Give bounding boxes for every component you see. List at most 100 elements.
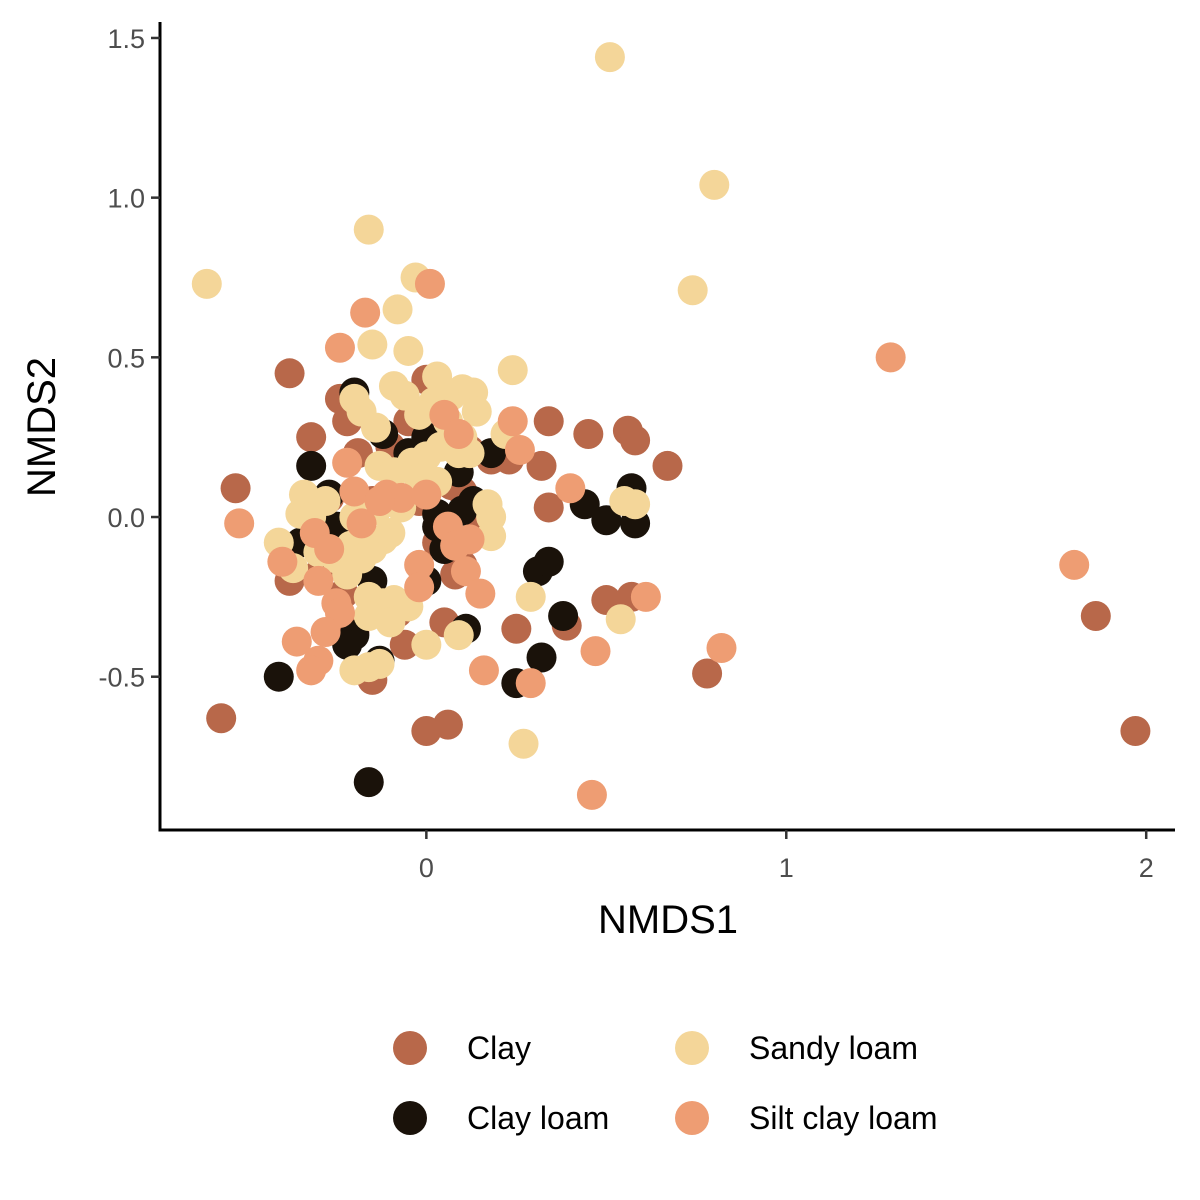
- point-silt-clay-loam: [1059, 549, 1090, 580]
- point-silt-clay-loam: [515, 668, 546, 699]
- point-silt-clay-loam: [364, 486, 395, 517]
- legend-key-clay-loam: [393, 1101, 427, 1135]
- point-sandy-loam: [191, 268, 222, 299]
- point-silt-clay-loam: [630, 581, 661, 612]
- point-clay: [533, 406, 564, 437]
- point-silt-clay-loam: [414, 268, 445, 299]
- point-sandy-loam: [515, 581, 546, 612]
- point-clay-loam: [548, 601, 579, 632]
- point-silt-clay-loam: [314, 533, 345, 564]
- point-sandy-loam: [411, 629, 442, 660]
- point-clay-loam: [533, 546, 564, 577]
- x-axis-title: NMDS1: [598, 898, 738, 942]
- point-silt-clay-loam: [310, 616, 341, 647]
- point-silt-clay-loam: [443, 418, 474, 449]
- point-silt-clay-loam: [267, 546, 298, 577]
- point-silt-clay-loam: [450, 556, 481, 587]
- legend-key-sandy-loam: [675, 1031, 709, 1065]
- legend-label-clay: Clay: [467, 1030, 531, 1066]
- legend-label-sandy-loam: Sandy loam: [749, 1030, 918, 1066]
- point-sandy-loam: [497, 355, 528, 386]
- point-sandy-loam: [677, 275, 708, 306]
- point-sandy-loam: [594, 42, 625, 73]
- x-tick-label: 2: [1139, 853, 1154, 883]
- point-sandy-loam: [382, 294, 413, 325]
- legend-label-clay-loam: Clay loam: [467, 1100, 609, 1136]
- point-silt-clay-loam: [580, 636, 611, 667]
- x-tick-label: 0: [419, 853, 434, 883]
- point-clay-loam: [263, 661, 294, 692]
- point-silt-clay-loam: [339, 476, 370, 507]
- point-silt-clay-loam: [411, 479, 442, 510]
- point-silt-clay-loam: [576, 779, 607, 810]
- point-silt-clay-loam: [706, 632, 737, 663]
- y-ticks: -0.5 0.0 0.5 1.0 1.5: [98, 24, 160, 693]
- point-silt-clay-loam: [497, 406, 528, 437]
- point-sandy-loam: [357, 329, 388, 360]
- point-silt-clay-loam: [404, 572, 435, 603]
- y-tick-label: -0.5: [98, 663, 145, 693]
- point-clay: [296, 422, 327, 453]
- point-clay: [620, 425, 651, 456]
- point-silt-clay-loam: [281, 626, 312, 657]
- point-sandy-loam: [375, 607, 406, 638]
- point-clay: [389, 629, 420, 660]
- point-silt-clay-loam: [504, 434, 535, 465]
- point-silt-clay-loam: [296, 655, 327, 686]
- point-clay: [652, 450, 683, 481]
- point-clay-loam: [332, 629, 363, 660]
- y-tick-label: 0.0: [107, 503, 145, 533]
- point-silt-clay-loam: [224, 508, 255, 539]
- point-silt-clay-loam: [468, 655, 499, 686]
- point-clay: [573, 418, 604, 449]
- y-tick-label: 1.5: [107, 24, 145, 54]
- x-tick-label: 1: [779, 853, 794, 883]
- legend-label-silt-clay-loam: Silt clay loam: [749, 1100, 938, 1136]
- point-clay: [206, 703, 237, 734]
- point-clay: [526, 450, 557, 481]
- point-sandy-loam: [699, 169, 730, 200]
- point-clay-loam: [353, 767, 384, 798]
- point-sandy-loam: [461, 396, 492, 427]
- point-clay-loam: [526, 642, 557, 673]
- point-silt-clay-loam: [555, 473, 586, 504]
- point-sandy-loam: [620, 489, 651, 520]
- point-sandy-loam: [443, 620, 474, 651]
- point-clay: [501, 613, 532, 644]
- point-sandy-loam: [360, 412, 391, 443]
- point-silt-clay-loam: [465, 578, 496, 609]
- point-silt-clay-loam: [346, 508, 377, 539]
- point-sandy-loam: [605, 604, 636, 635]
- point-silt-clay-loam: [404, 549, 435, 580]
- point-silt-clay-loam: [324, 332, 355, 363]
- point-clay: [533, 492, 564, 523]
- point-clay: [274, 358, 305, 389]
- point-clay: [220, 473, 251, 504]
- points-layer: [191, 42, 1151, 810]
- point-clay-loam: [591, 505, 622, 536]
- point-silt-clay-loam: [454, 524, 485, 555]
- y-tick-label: 0.5: [107, 343, 145, 373]
- point-sandy-loam: [393, 335, 424, 366]
- point-clay: [1080, 601, 1111, 632]
- point-sandy-loam: [404, 399, 435, 430]
- point-sandy-loam: [364, 648, 395, 679]
- point-sandy-loam: [353, 214, 384, 245]
- legend-key-clay: [393, 1031, 427, 1065]
- point-clay: [692, 658, 723, 689]
- y-tick-label: 1.0: [107, 184, 145, 214]
- point-sandy-loam: [375, 517, 406, 548]
- point-sandy-loam: [332, 559, 363, 590]
- point-clay-loam: [296, 450, 327, 481]
- point-silt-clay-loam: [303, 565, 334, 596]
- point-sandy-loam: [508, 728, 539, 759]
- x-ticks: 0 1 2: [419, 830, 1154, 883]
- point-silt-clay-loam: [350, 297, 381, 328]
- point-silt-clay-loam: [332, 447, 363, 478]
- point-clay: [432, 709, 463, 740]
- point-clay: [1120, 715, 1151, 746]
- legend: Clay Clay loam Sandy loam Silt clay loam: [393, 1030, 938, 1136]
- point-silt-clay-loam: [875, 342, 906, 373]
- y-axis-title: NMDS2: [20, 357, 64, 497]
